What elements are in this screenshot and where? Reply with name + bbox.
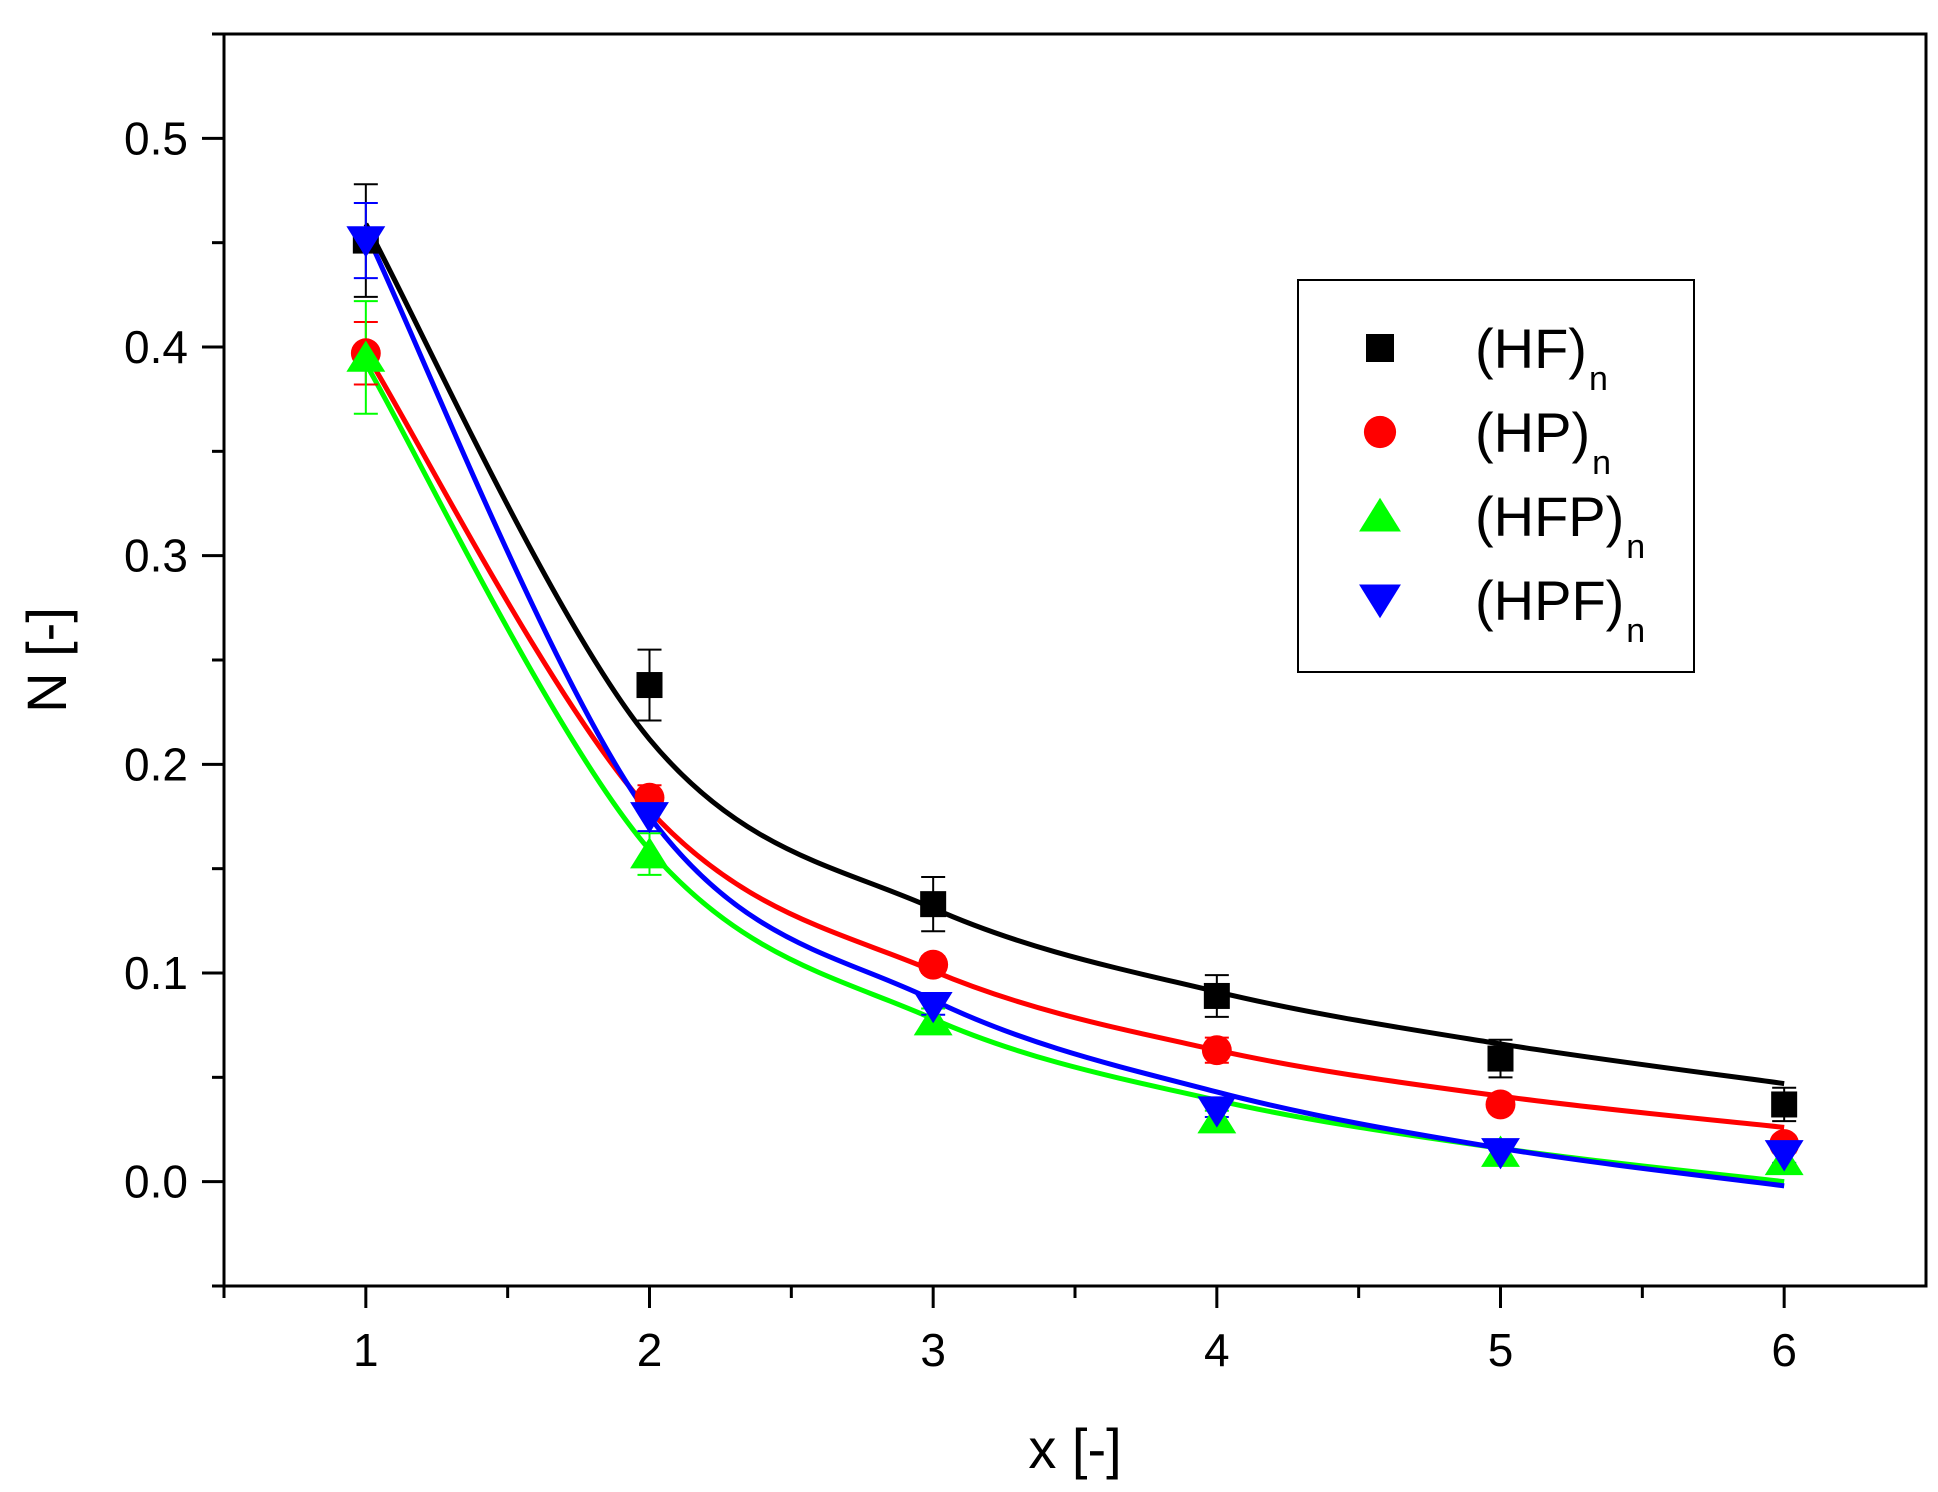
legend-label: (HP)	[1475, 401, 1590, 464]
marker-triangle-up	[1359, 497, 1401, 532]
y-tick-label: 0.0	[124, 1156, 188, 1208]
legend: (HF) n(HP) n(HFP) n(HPF) n	[1297, 279, 1695, 673]
legend-label: (HF)	[1475, 317, 1587, 380]
marker-triangle-down	[1359, 584, 1401, 619]
x-tick-label: 1	[353, 1324, 379, 1376]
x-tick-label: 2	[637, 1324, 663, 1376]
x-tick-label: 6	[1771, 1324, 1797, 1376]
legend-subscript: n	[1626, 612, 1645, 650]
marker-circle	[1363, 415, 1397, 449]
marker-square	[636, 672, 663, 699]
x-tick-label: 3	[920, 1324, 946, 1376]
legend-label: (HFP)	[1475, 485, 1624, 548]
x-tick-label: 5	[1488, 1324, 1514, 1376]
marker-triangle-down	[1481, 1138, 1520, 1170]
marker-square	[920, 891, 947, 918]
legend-subscript: n	[1626, 528, 1645, 566]
fit-curve	[363, 222, 1785, 1087]
legend-label: (HPF)	[1475, 569, 1624, 632]
marker-triangle-down	[346, 226, 386, 258]
y-tick-label: 0.3	[124, 530, 188, 582]
marker-triangle-up	[630, 837, 669, 869]
y-axis: 0.0 0.1 0.2 0.3 0.4 0.5	[124, 32, 224, 1288]
y-tick-label: 0.5	[124, 112, 188, 164]
marker-triangle-down	[1764, 1140, 1804, 1172]
legend-subscript: n	[1592, 444, 1611, 482]
marker-square	[1203, 982, 1230, 1009]
marker-circle	[1201, 1035, 1232, 1066]
marker-triangle-down	[913, 992, 953, 1024]
marker-square	[1487, 1045, 1514, 1072]
x-axis-title: x [-]	[1028, 1417, 1121, 1480]
marker-circle	[1485, 1089, 1516, 1120]
marker-square	[1771, 1091, 1798, 1118]
marker-square	[1366, 334, 1394, 362]
legend-box	[1297, 279, 1695, 673]
x-tick-label: 4	[1204, 1324, 1230, 1376]
y-tick-label: 0.4	[124, 321, 188, 373]
marker-triangle-up	[346, 340, 386, 372]
x-axis: 1 2 3 4 5 6	[222, 1286, 1797, 1376]
marker-triangle-down	[1197, 1096, 1237, 1128]
legend-subscript: n	[1589, 360, 1608, 398]
marker-circle	[918, 949, 949, 980]
y-axis-title: N [-]	[15, 607, 78, 713]
y-tick-label: 0.2	[124, 738, 188, 790]
y-tick-label: 0.1	[124, 947, 188, 999]
data-markers	[346, 226, 1804, 1176]
marker-triangle-down	[630, 802, 669, 834]
